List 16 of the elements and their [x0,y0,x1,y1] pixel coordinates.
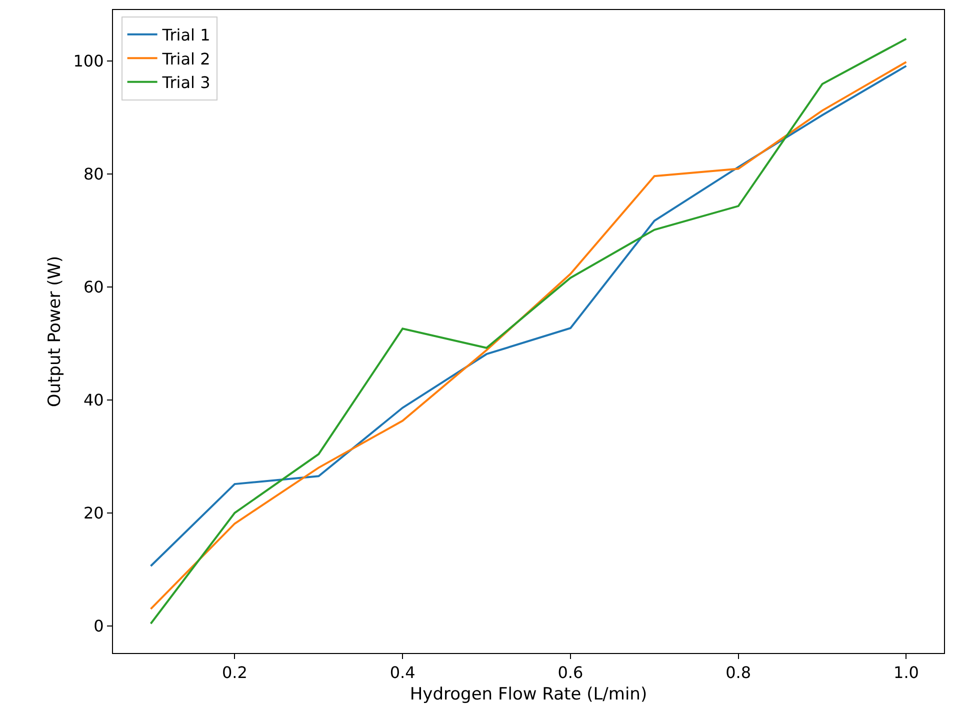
y-axis-title: Output Power (W) [44,256,65,408]
legend-label: Trial 1 [161,26,210,45]
y-tick-label: 40 [83,390,104,410]
x-tick-label: 0.8 [726,663,752,682]
x-tick-label: 1.0 [894,663,919,682]
y-tick-label: 100 [73,51,104,70]
x-tick-label: 0.2 [222,663,248,682]
x-tick-label: 0.4 [390,663,416,682]
y-tick-label: 60 [83,277,104,296]
y-tick-label: 20 [83,503,104,522]
y-tick-label: 80 [83,164,104,184]
legend-label: Trial 3 [161,73,210,92]
x-axis-title: Hydrogen Flow Rate (L/min) [410,684,648,705]
x-tick-label: 0.6 [558,663,584,682]
y-tick-label: 0 [94,616,104,636]
legend-label: Trial 2 [161,49,210,68]
